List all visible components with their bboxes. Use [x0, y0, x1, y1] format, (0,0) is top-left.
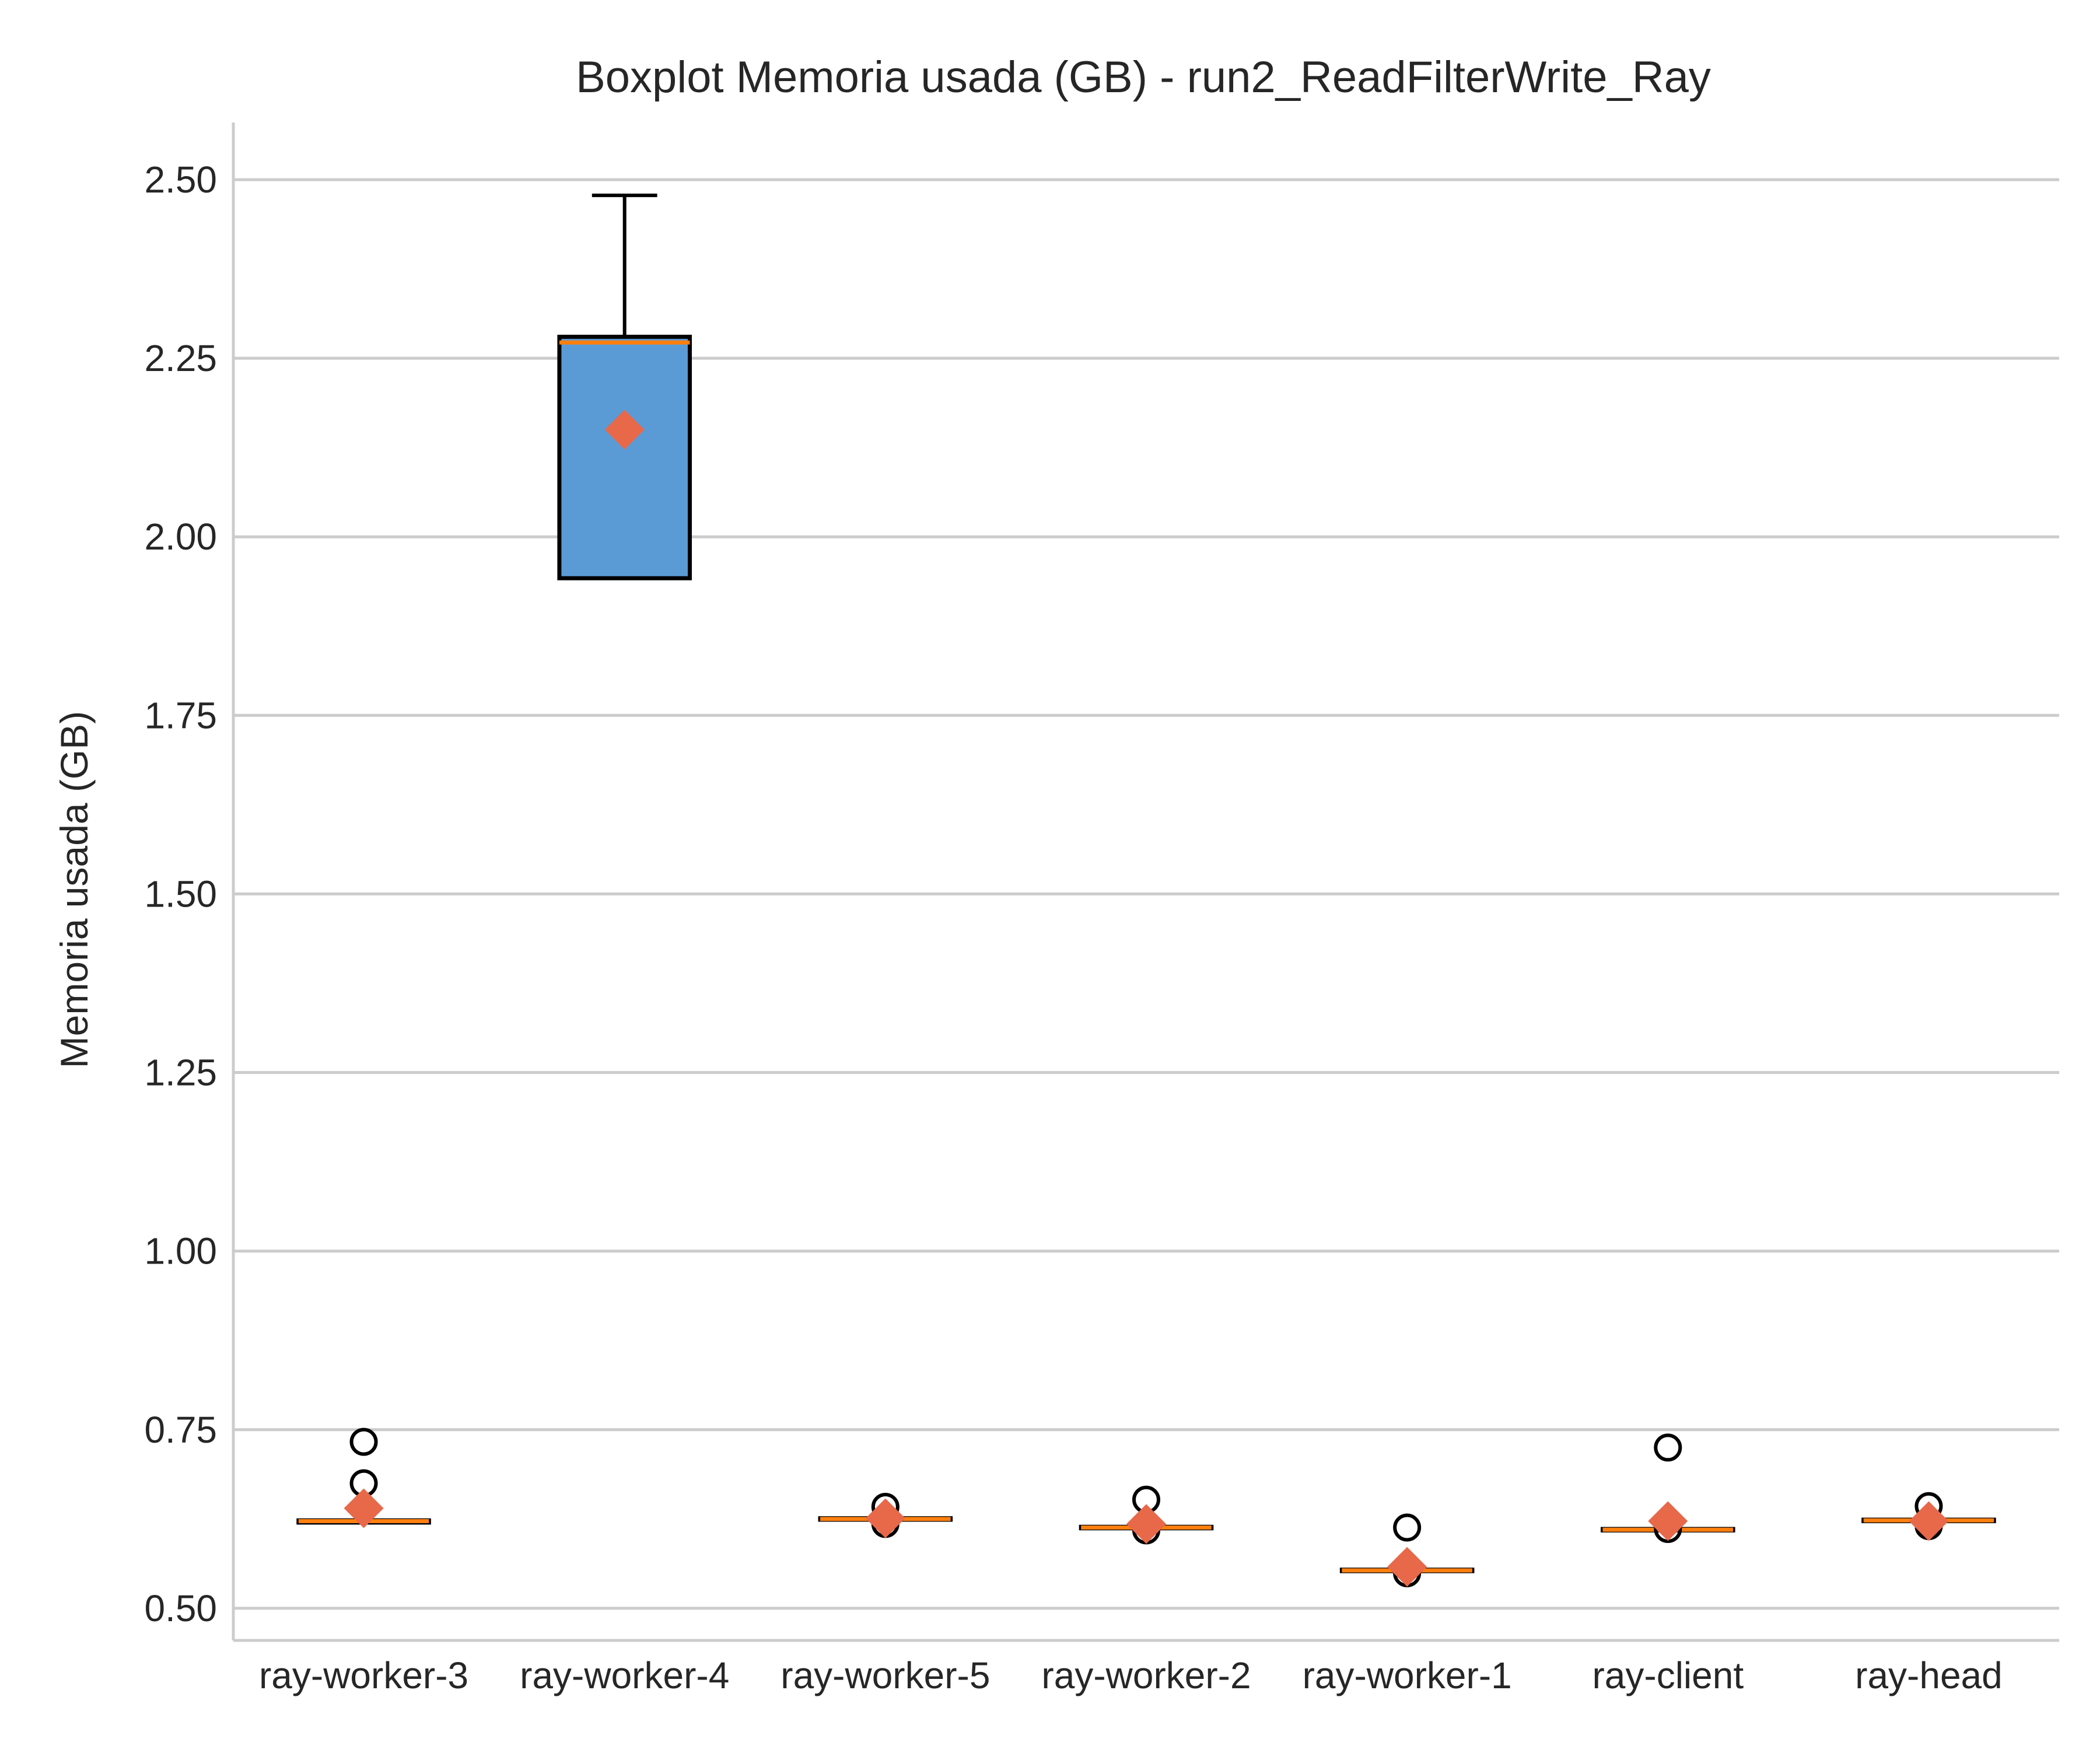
y-tick-label: 2.25 — [144, 337, 217, 379]
mean-marker — [604, 410, 645, 450]
box-ray-worker-2 — [1079, 1485, 1214, 1545]
box-ray-worker-1 — [1339, 1513, 1475, 1587]
mean-marker — [865, 1498, 905, 1538]
outlier-point — [349, 1427, 378, 1456]
y-tick-label: 1.00 — [144, 1230, 217, 1272]
mean-marker — [344, 1488, 384, 1528]
grid-layer — [233, 178, 2059, 1610]
outlier-point — [1393, 1513, 1422, 1542]
mean-marker — [1909, 1501, 1949, 1541]
x-tick-label: ray-worker-4 — [520, 1654, 729, 1696]
y-tick-label: 1.50 — [144, 873, 217, 915]
x-tick-label: ray-head — [1855, 1654, 2003, 1696]
chart-title: Boxplot Memoria usada (GB) - run2_ReadFi… — [576, 53, 1711, 102]
x-tick-label: ray-worker-2 — [1041, 1654, 1251, 1696]
y-axis-label: Memoria usada (GB) — [52, 711, 96, 1069]
outlier-point — [1654, 1433, 1682, 1462]
mean-marker — [1648, 1501, 1688, 1541]
x-tick-label: ray-worker-5 — [780, 1654, 990, 1696]
box-ray-worker-4 — [557, 193, 692, 580]
axis-spines — [232, 123, 2059, 1642]
box-ray-worker-3 — [296, 1427, 431, 1528]
y-tick-label: 0.75 — [144, 1409, 217, 1451]
y-tick-label: 1.25 — [144, 1052, 217, 1094]
y-tick-label: 1.75 — [144, 694, 217, 736]
y-tick-label: 0.50 — [144, 1587, 217, 1629]
mean-marker — [1126, 1504, 1166, 1544]
x-tick-label: ray-worker-3 — [259, 1654, 468, 1696]
y-tick-labels: 0.50 0.75 1.00 1.25 1.50 1.75 2.00 2.25 2.50 — [144, 159, 217, 1629]
box-ray-client — [1601, 1433, 1735, 1543]
mean-marker — [1387, 1546, 1427, 1587]
y-tick-label: 2.50 — [144, 159, 217, 201]
iqr-box — [557, 334, 692, 580]
x-tick-label: ray-client — [1592, 1654, 1744, 1696]
box-ray-worker-5 — [818, 1493, 953, 1538]
x-tick-labels: ray-worker-3 ray-worker-4 ray-worker-5 ray-… — [259, 1654, 2003, 1696]
x-tick-label: ray-worker-1 — [1303, 1654, 1512, 1696]
y-tick-label: 2.00 — [144, 516, 217, 558]
boxes-layer — [296, 193, 1996, 1587]
box-ray-head — [1861, 1492, 1996, 1541]
